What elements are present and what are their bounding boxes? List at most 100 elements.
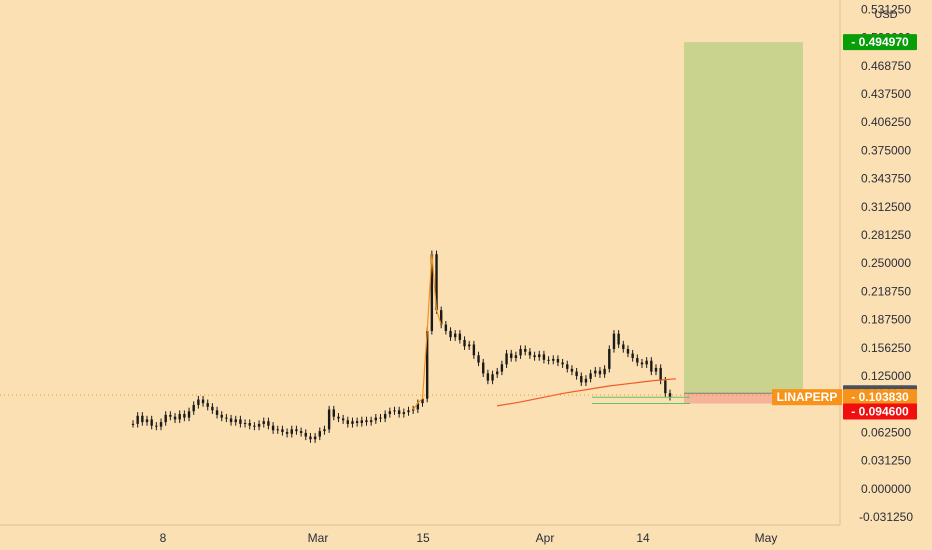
candle-body (248, 423, 251, 426)
candle-body (257, 423, 261, 427)
x-tick-label: May (755, 531, 778, 545)
y-tick-label: 0.250000 (861, 256, 911, 270)
candle-body (211, 406, 214, 411)
candle-body (341, 418, 345, 421)
candle-body (668, 393, 672, 397)
x-tick-label: 15 (416, 531, 430, 545)
candle-body (169, 414, 172, 417)
candle-body (253, 425, 256, 427)
y-tick-label: 0.218750 (861, 284, 911, 298)
candle-body (468, 344, 471, 347)
y-tick-label: -0.031250 (859, 510, 913, 524)
candle-body (463, 339, 466, 347)
candle-body (496, 371, 499, 375)
y-tick-label: 0.406250 (861, 115, 911, 129)
candle-body (603, 368, 606, 375)
y-tick-label: 0.125000 (861, 369, 911, 383)
candle-body (369, 420, 373, 423)
candle-body (654, 367, 658, 372)
candle-body (323, 429, 326, 432)
candle-body (542, 354, 546, 360)
candle-body (538, 354, 541, 358)
candle-body (332, 409, 335, 417)
candle-body (500, 364, 504, 372)
candle-body (580, 376, 583, 383)
candle-body (220, 414, 223, 418)
candle-body (299, 431, 303, 433)
x-tick-label: 8 (160, 531, 167, 545)
candle-body (281, 429, 284, 433)
candle-body (351, 421, 354, 424)
loss-zone (684, 393, 803, 404)
candle-body (262, 421, 265, 424)
candle-body (318, 431, 321, 437)
target-price-badge-bg (843, 34, 917, 51)
x-tick-label: 14 (636, 531, 650, 545)
y-tick-label: 0.000000 (861, 482, 911, 496)
stop-price-badge: - 0.094600 (851, 405, 909, 419)
candle-body (435, 254, 438, 311)
candle-body (313, 436, 317, 440)
position-zones[interactable] (684, 42, 840, 404)
y-tick-label: 0.062500 (861, 425, 911, 439)
candle-body (229, 418, 233, 423)
candle-body (131, 423, 135, 425)
candle-body (183, 413, 186, 418)
candle-body (159, 422, 163, 427)
price-badges: - 0.494970- 0.105955- 0.10383002:21:02- … (772, 34, 917, 420)
overlays (0, 254, 840, 410)
last-price-badge-bg (843, 389, 917, 406)
candle-body (626, 348, 630, 354)
candle-body (346, 420, 349, 424)
candle-body (486, 373, 490, 381)
candle-body (505, 353, 508, 365)
candle-body (411, 409, 415, 411)
candle-body (173, 416, 177, 420)
candle-body (416, 403, 420, 410)
candle-body (164, 414, 167, 423)
candle-body (439, 310, 443, 325)
candle-body (187, 411, 191, 418)
candle-body (589, 373, 592, 379)
last-price-badge: - 0.103830 (851, 390, 909, 404)
candle-body (239, 419, 242, 424)
y-tick-label: 0.343750 (861, 172, 911, 186)
candle-body (524, 348, 527, 352)
profit-zone (684, 42, 803, 394)
candle-body (201, 399, 205, 404)
candle-body (192, 404, 195, 412)
candle-body (374, 417, 378, 421)
candle-body (402, 412, 406, 414)
candle-body (510, 353, 513, 359)
candle-body (570, 368, 574, 372)
candle-body (327, 409, 331, 430)
price-unit-label: USD (874, 9, 897, 21)
y-tick-label: 0.031250 (861, 454, 911, 468)
candle-body (622, 344, 625, 349)
candle-body (664, 380, 667, 394)
symbol-badge-bg (772, 389, 842, 406)
time-axis[interactable]: 8 Mar 15 Apr 14 May (160, 531, 778, 545)
candle-body (136, 415, 139, 424)
y-tick-label: 0.468750 (861, 59, 911, 73)
candle-body (355, 421, 359, 424)
candle-body (337, 416, 340, 419)
y-tick-label: 0.187500 (861, 313, 911, 327)
candle-body (243, 423, 247, 425)
candle-body (388, 411, 392, 414)
candle-body (608, 348, 611, 369)
candle-body (645, 360, 648, 365)
candle-body (397, 410, 401, 414)
candle-body (304, 432, 307, 437)
candle-body (458, 333, 462, 340)
stop-price-badge-bg (843, 403, 917, 420)
candle-body (514, 355, 518, 359)
candle-body (631, 353, 634, 359)
target-price-badge: - 0.494970 (851, 35, 909, 49)
y-tick-label: 0.312500 (861, 200, 911, 214)
candle-body (271, 425, 275, 431)
candle-body (150, 419, 153, 426)
candle-body (659, 367, 662, 381)
